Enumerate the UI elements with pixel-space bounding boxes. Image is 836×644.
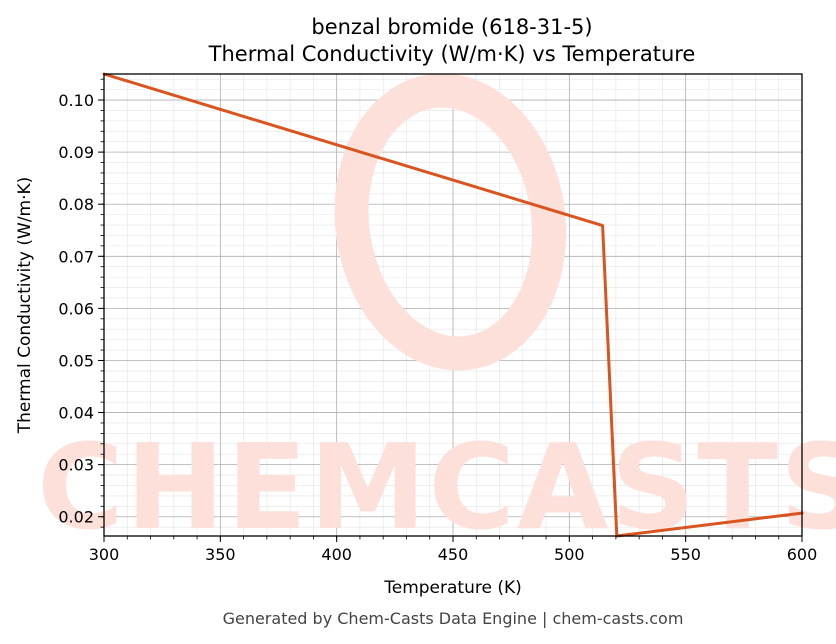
y-tick-label: 0.08 [58,195,94,214]
y-axis-label: Thermal Conductivity (W/m·K) [15,177,35,435]
x-tick-label: 500 [554,545,585,564]
y-tick-label: 0.10 [58,91,94,110]
x-tick-label: 400 [321,545,352,564]
x-tick-label: 450 [438,545,469,564]
series-line [102,72,804,538]
chart-title-line2: Thermal Conductivity (W/m·K) vs Temperat… [208,42,696,66]
y-tick-label: 0.07 [58,247,94,266]
x-tick-label: 300 [89,545,120,564]
y-tick-label: 0.09 [58,143,94,162]
x-tick-label: 350 [205,545,236,564]
x-tick-label: 550 [670,545,701,564]
plot-area: CHEMCASTS [37,72,836,556]
y-axis: 0.02 0.03 0.04 0.05 0.06 0.07 0.08 0.09 0.10 [58,78,104,528]
y-tick-label: 0.04 [58,404,94,423]
y-tick-label: 0.05 [58,351,94,370]
y-tick-label: 0.02 [58,508,94,527]
x-axis-label: Temperature (K) [383,578,522,598]
chart-title-line1: benzal bromide (618-31-5) [311,15,592,39]
footer-credit: Generated by Chem-Casts Data Engine | ch… [223,609,684,628]
y-tick-label: 0.03 [58,456,94,475]
watermark-text: CHEMCASTS [37,418,836,556]
x-axis: 300 350 400 450 500 550 600 [89,536,818,564]
series-line-group [102,72,804,538]
y-tick-label: 0.06 [58,299,94,318]
watermark: CHEMCASTS [37,73,836,556]
x-tick-label: 600 [787,545,818,564]
